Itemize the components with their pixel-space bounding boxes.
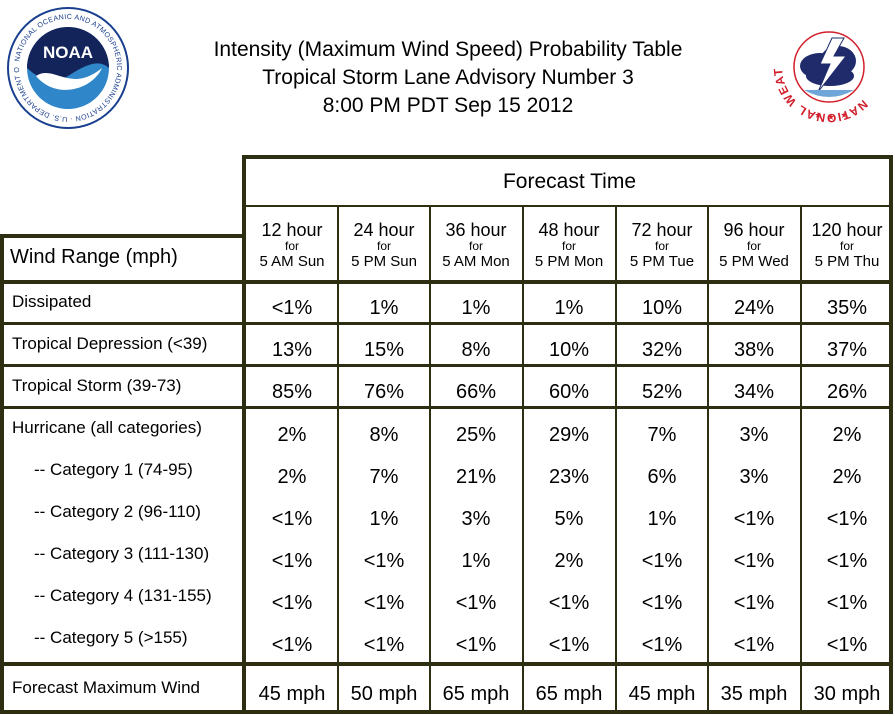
row-label: -- Category 4 (131-155) — [34, 586, 212, 605]
probability-cell: 10% — [641, 297, 683, 319]
title-line-1: Intensity (Maximum Wind Speed) Probabili… — [213, 38, 683, 61]
probability-cell: <1% — [271, 634, 313, 656]
row-label: Hurricane (all categories) — [12, 418, 202, 437]
column-header: 120 hour for 5 PM Thu — [811, 220, 883, 270]
probability-cell: 6% — [647, 466, 677, 488]
noaa-logo: NATIONAL OCEANIC AND ATMOSPHERIC ADMINIS… — [6, 6, 129, 129]
probability-cell: <1% — [363, 550, 405, 572]
max-wind-cell: 30 mph — [813, 683, 881, 705]
probability-cell: 3% — [739, 424, 769, 446]
row-label: -- Category 2 (96-110) — [34, 502, 201, 521]
probability-cell: 1% — [369, 297, 399, 319]
max-wind-cell: 45 mph — [628, 683, 696, 705]
probability-cell: <1% — [733, 508, 775, 530]
column-header: 48 hour for 5 PM Mon — [534, 220, 604, 270]
forecast-time-header: Forecast Time — [502, 170, 637, 193]
probability-cell: <1% — [641, 592, 683, 614]
row-label: Tropical Depression (<39) — [12, 334, 208, 353]
wind-range-header: Wind Range (mph) — [10, 246, 178, 268]
probability-cell: <1% — [363, 634, 405, 656]
column-header: 24 hour for 5 PM Sun — [351, 220, 417, 270]
probability-cell: <1% — [641, 550, 683, 572]
probability-cell: <1% — [826, 634, 868, 656]
title-line-3: 8:00 PM PDT Sep 15 2012 — [322, 94, 574, 117]
probability-cell: <1% — [826, 550, 868, 572]
probability-cell: 23% — [548, 466, 590, 488]
probability-cell: 32% — [641, 339, 683, 361]
probability-cell: 29% — [548, 424, 590, 446]
probability-cell: <1% — [271, 592, 313, 614]
probability-cell: <1% — [826, 592, 868, 614]
max-wind-cell: 50 mph — [350, 683, 418, 705]
probability-cell: 2% — [832, 466, 862, 488]
probability-cell: 7% — [369, 466, 399, 488]
probability-cell: 52% — [641, 381, 683, 403]
row-label: Tropical Storm (39-73) — [12, 376, 182, 395]
probability-cell: 34% — [733, 381, 775, 403]
probability-cell: 60% — [548, 381, 590, 403]
probability-cell: 37% — [826, 339, 868, 361]
probability-cell: 21% — [455, 466, 497, 488]
page-title: Intensity (Maximum Wind Speed) Probabili… — [150, 36, 746, 120]
probability-cell: 13% — [271, 339, 313, 361]
probability-cell: <1% — [363, 592, 405, 614]
probability-cell: <1% — [733, 592, 775, 614]
probability-cell: 3% — [739, 466, 769, 488]
probability-cell: 8% — [369, 424, 399, 446]
max-wind-cell: 65 mph — [442, 683, 510, 705]
probability-cell: 1% — [461, 550, 491, 572]
row-label: -- Category 3 (111-130) — [34, 544, 210, 563]
probability-cell: 8% — [461, 339, 491, 361]
probability-cell: 10% — [548, 339, 590, 361]
probability-cell: <1% — [455, 592, 497, 614]
probability-cell: <1% — [271, 550, 313, 572]
max-wind-cell: 65 mph — [535, 683, 603, 705]
probability-cell: 1% — [647, 508, 677, 530]
probability-cell: 35% — [826, 297, 868, 319]
probability-cell: <1% — [826, 508, 868, 530]
probability-cell: 5% — [554, 508, 584, 530]
row-label: Dissipated — [12, 292, 92, 311]
probability-cell: 26% — [826, 381, 868, 403]
probability-cell: <1% — [271, 297, 313, 319]
probability-cell: 76% — [363, 381, 405, 403]
probability-cell: <1% — [733, 634, 775, 656]
probability-cell: 2% — [832, 424, 862, 446]
probability-cell: 38% — [733, 339, 775, 361]
probability-cell: 1% — [554, 297, 584, 319]
probability-cell: 3% — [461, 508, 491, 530]
probability-cell: 1% — [369, 508, 399, 530]
probability-cell: <1% — [733, 550, 775, 572]
probability-cell: <1% — [641, 634, 683, 656]
probability-cell: 2% — [277, 466, 307, 488]
probability-cell: <1% — [548, 592, 590, 614]
noaa-logo-text: NOAA — [43, 43, 93, 62]
probability-cell: 2% — [277, 424, 307, 446]
probability-cell: 25% — [455, 424, 497, 446]
probability-cell: <1% — [548, 634, 590, 656]
probability-cell: <1% — [455, 634, 497, 656]
probability-cell: 66% — [455, 381, 497, 403]
probability-cell: 85% — [271, 381, 313, 403]
probability-cell: 7% — [647, 424, 677, 446]
max-wind-label: Forecast Maximum Wind — [12, 678, 200, 697]
max-wind-cell: 45 mph — [258, 683, 326, 705]
row-label: -- Category 1 (74-95) — [34, 460, 193, 479]
title-line-2: Tropical Storm Lane Advisory Number 3 — [262, 66, 634, 89]
row-label: -- Category 5 (>155) — [34, 628, 188, 647]
nws-logo: NATIONAL WEATHER SERVICE — [768, 6, 888, 126]
column-header: 36 hour for 5 AM Mon — [442, 220, 510, 270]
probability-cell: 1% — [461, 297, 491, 319]
probability-cell: 24% — [733, 297, 775, 319]
probability-cell: 2% — [554, 550, 584, 572]
max-wind-cell: 35 mph — [720, 683, 788, 705]
column-header: 12 hour for 5 AM Sun — [259, 220, 325, 270]
column-header: 72 hour for 5 PM Tue — [629, 220, 695, 270]
probability-cell: 15% — [363, 339, 405, 361]
column-header: 96 hour for 5 PM Wed — [719, 220, 789, 270]
probability-cell: <1% — [271, 508, 313, 530]
